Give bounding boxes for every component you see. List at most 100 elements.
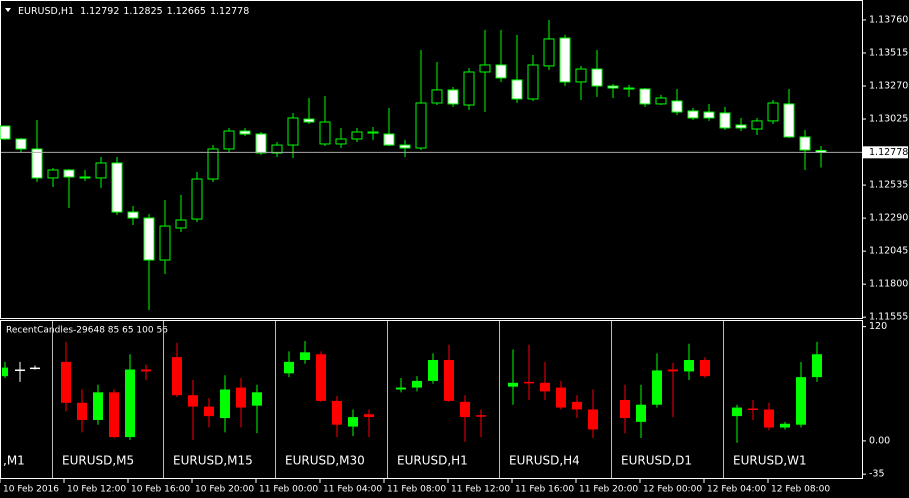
mini-candle-body — [188, 395, 198, 407]
symbol: EURUSD,H1 — [18, 6, 74, 17]
mini-candle-body — [396, 387, 406, 390]
mini-candle-body — [300, 352, 310, 360]
candle-body — [655, 97, 667, 105]
candle-body — [15, 138, 27, 150]
panel-label: EURUSD,W1 — [733, 454, 807, 468]
current-price-label: 1.12778 — [869, 147, 908, 158]
mini-candle-body — [220, 389, 230, 419]
indicator-title: RecentCandles-29648 85 65 100 56 — [6, 326, 168, 336]
candle-body — [319, 121, 331, 145]
main-frame — [0, 0, 863, 319]
x-tick-label: 11 Feb 16:00 — [515, 485, 574, 495]
panel-label: EURUSD,M15 — [173, 454, 253, 468]
y-tick-label: 1.11555 — [869, 312, 908, 323]
x-tick-label: 10 Feb 20:00 — [195, 485, 254, 495]
ohlc-value: 1.12778 — [210, 6, 249, 17]
mini-candle-body — [428, 359, 438, 381]
mini-candle-body — [668, 369, 678, 372]
mini-candle-body — [284, 361, 294, 374]
y-tick-label: 1.13760 — [869, 14, 908, 25]
current-price-box — [863, 146, 908, 159]
candle-body — [335, 138, 347, 145]
candle-body — [703, 111, 715, 119]
mini-candle-body — [252, 392, 262, 406]
mini-candle-body — [748, 408, 758, 411]
mini-candle-body — [732, 407, 742, 417]
candle-body — [191, 178, 203, 220]
mini-candle-body — [540, 382, 550, 392]
chart-header: EURUSD,H1 1.12792 1.12825 1.12665 1.12778 — [18, 6, 249, 17]
mini-candle-body — [524, 381, 534, 384]
x-tick-label: 12 Feb 08:00 — [771, 485, 830, 495]
candle-body — [511, 79, 523, 100]
x-tick-label: 12 Feb 00:00 — [643, 485, 702, 495]
y-tick-label: 1.13515 — [869, 47, 908, 58]
candle-body — [367, 131, 379, 134]
mini-candle-body — [93, 392, 103, 420]
candle-body — [607, 85, 619, 89]
mini-candle-body — [15, 369, 25, 371]
candle-body — [479, 64, 491, 73]
mini-candle-body — [332, 400, 342, 425]
mini-candle-body — [316, 354, 326, 401]
mini-candle-body — [572, 401, 582, 410]
candle-body — [271, 144, 283, 154]
candle-body — [111, 162, 123, 213]
y-tick-label: 1.13025 — [869, 114, 908, 125]
panel-label: EURUSD,H4 — [509, 454, 580, 468]
candle-body — [751, 120, 763, 130]
candle-body — [351, 131, 363, 140]
panel-label: EURUSD,H1 — [397, 454, 468, 468]
candle-body — [559, 37, 571, 83]
y-tick-label: 1.12535 — [869, 180, 908, 191]
mini-candle-body — [636, 404, 646, 422]
x-tick-label: 11 Feb 12:00 — [451, 485, 510, 495]
x-tick-label: 10 Feb 2016 — [3, 485, 59, 495]
menu-triangle[interactable] — [5, 8, 11, 12]
mini-candle-body — [2, 367, 8, 377]
mini-candle-body — [30, 367, 40, 370]
x-tick-label: 10 Feb 16:00 — [131, 485, 190, 495]
candle-body — [639, 88, 651, 105]
candle-body — [783, 103, 795, 138]
candle-body — [735, 124, 747, 129]
panel-label: EURUSD,M30 — [285, 454, 365, 468]
mini-candle-body — [172, 357, 182, 396]
candle-body — [575, 68, 587, 83]
x-tick-label: 12 Feb 04:00 — [707, 485, 766, 495]
candle-body — [591, 68, 603, 87]
candle-body — [543, 38, 555, 67]
y-tick-label: 1.11800 — [869, 279, 908, 290]
mini-candle-body — [700, 359, 710, 377]
candle-body — [0, 125, 11, 140]
candle-body — [527, 64, 539, 100]
y-tick-label: 0.00 — [869, 435, 890, 446]
mini-candle-body — [588, 409, 598, 430]
mini-candle-body — [364, 414, 374, 418]
candle-body — [79, 176, 91, 179]
mini-candle-body — [125, 369, 135, 438]
panel-label: EURUSD,D1 — [621, 454, 692, 468]
ohlc-value: 1.12665 — [167, 6, 206, 17]
mini-candle-body — [556, 387, 566, 408]
y-tick-label: 1.13270 — [869, 81, 908, 92]
mini-candle-body — [620, 399, 630, 419]
indicator-frame — [0, 320, 863, 479]
y-tick-label: 1.12045 — [869, 246, 908, 257]
candle-body — [95, 162, 107, 179]
candle-body — [399, 144, 411, 149]
candle-body — [687, 110, 699, 119]
candle-body — [767, 102, 779, 122]
candle-body — [223, 130, 235, 150]
y-tick-label: -35 — [869, 469, 885, 480]
candle-body — [31, 148, 43, 179]
mini-candle-body — [77, 402, 87, 420]
mini-candle-body — [684, 359, 694, 372]
mini-candle-body — [764, 409, 774, 428]
candle-body — [719, 112, 731, 129]
mini-candle-body — [348, 417, 358, 427]
candle-body — [671, 100, 683, 113]
mini-candle-body — [460, 401, 470, 418]
candle-body — [159, 225, 171, 261]
candle-body — [799, 136, 811, 151]
